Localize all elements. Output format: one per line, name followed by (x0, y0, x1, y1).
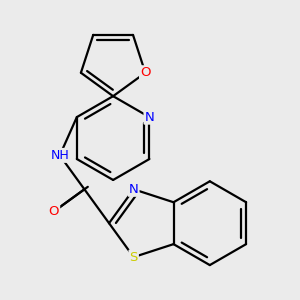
Text: O: O (140, 66, 151, 79)
Text: S: S (130, 250, 138, 264)
Text: O: O (49, 205, 59, 218)
Text: N: N (129, 183, 139, 196)
Text: NH: NH (50, 149, 69, 162)
Text: N: N (145, 111, 154, 124)
